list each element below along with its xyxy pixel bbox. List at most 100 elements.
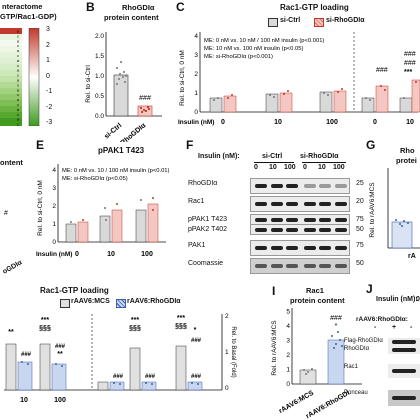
panel-e-ytick: 0 <box>52 239 56 246</box>
panel-b-ytick: 1.5 <box>95 53 104 60</box>
panel-f-lane: 100 <box>333 164 345 171</box>
blot-band <box>270 184 283 188</box>
panel-h-star-ann: *** <box>177 315 185 322</box>
panel-j-letter: J <box>366 282 373 296</box>
blot-band <box>270 246 283 250</box>
panel-f-mw: 50 <box>356 260 364 267</box>
panel-f-lane: 0 <box>254 164 258 171</box>
blot-band <box>319 202 331 206</box>
panel-j-raav-label: rAAV6:RhoGDIα: <box>356 316 408 323</box>
legend-swatch-si <box>314 18 324 27</box>
blot-band <box>270 202 283 206</box>
panel-c-ytick: 3 <box>194 52 198 59</box>
blot-band <box>286 227 298 232</box>
blot-band <box>286 264 298 268</box>
panel-j-lanes: - + - <box>356 324 420 334</box>
panel-i-title-1: Rac1 <box>306 286 324 295</box>
panel-c-ytick: 4 <box>194 33 198 40</box>
panel-h-star-ann: §§§ <box>175 323 187 330</box>
panel-j-lane: + <box>392 324 397 331</box>
panel-b-ytick: 2.0 <box>95 33 104 40</box>
panel-c-ytick: 1 <box>194 90 198 97</box>
panel-c-xtick: 10 <box>274 119 282 126</box>
panel-h-star-ann: §§§ <box>129 325 141 332</box>
panel-a-row-label: c <box>17 63 19 68</box>
blot-band <box>334 202 347 206</box>
panel-e-xtick: 10 <box>107 251 115 258</box>
panel-a-row-label: a <box>17 97 20 102</box>
panel-b-chart: Rel. to si-Ctrl 0.0 0.5 1.0 1.5 2.0 ### si-C… <box>85 32 162 142</box>
blot-band <box>286 246 298 250</box>
panel-a-row-label: a <box>17 48 20 53</box>
panel-a-row-label: a <box>17 58 20 63</box>
blot-band <box>286 184 298 188</box>
panel-e-ytick: 4 <box>52 167 56 174</box>
panel-c-ann4: *** <box>404 69 412 76</box>
colorbar-tick: -1 <box>46 88 53 95</box>
panel-c-letter: C <box>176 0 185 14</box>
panel-b-stars: ### <box>139 95 151 102</box>
panel-j-row-label: Flag-RhoGDIα <box>344 338 383 344</box>
blot-band <box>319 217 331 222</box>
panel-a-title-1: nteractome <box>2 2 43 11</box>
panel-j-blot-strip <box>388 364 420 378</box>
legend-label-si: si-RhoGDIα <box>326 17 365 24</box>
panel-h-chart: *****§§§*****§§§***§§§*######### ### #####… <box>4 313 236 404</box>
panel-g-title-2: protei <box>396 156 417 165</box>
panel-e-xtick: 100 <box>141 251 153 258</box>
panel-h-xtick: 10 <box>20 397 28 404</box>
panel-g-chart: Rel. to rAAV6:MCS rA <box>369 168 420 260</box>
panel-c-xaxis: Insulin (nM) <box>178 119 214 126</box>
panel-f-blot-strip <box>250 178 350 194</box>
panel-c-ylabel: Rel. to si-Ctrl, 0 nM <box>179 50 186 106</box>
panel-e-ylabel: Rel. to si-Ctrl, 0 nM <box>37 180 44 236</box>
panel-b-xtick-ctrl: si-Ctrl <box>103 122 123 140</box>
panel-j-row-label: Rac1 <box>344 364 359 370</box>
blot-band <box>334 217 347 222</box>
panel-e-me1: ME: 0 nM vs. 10 / 100 nM insulin (p<0.01… <box>62 168 170 174</box>
blot-band <box>303 246 316 250</box>
panel-a-row-label: a <box>17 38 20 43</box>
blot-band <box>255 202 267 206</box>
panel-j-row-label: RhoGDIα <box>344 346 370 352</box>
panel-c-xtick: 100 <box>326 119 338 126</box>
panel-d-marker: # <box>4 210 8 217</box>
panel-g-ylabel: Rel. to rAAV6:MCS <box>369 182 376 238</box>
panel-c-ytick: 0 <box>194 109 198 116</box>
panel-b-ylabel: Rel. to si-Ctrl <box>85 65 92 103</box>
panel-g-tick: rA <box>408 253 416 260</box>
blot-band <box>334 264 347 268</box>
panel-f-lane: 100 <box>284 164 296 171</box>
panel-f-row-label: pPAK2 T402 <box>188 226 228 233</box>
panel-f-mw: 20 <box>356 198 364 205</box>
panel-c-ann3: ### <box>404 60 416 67</box>
blot-band <box>392 369 416 373</box>
panel-h-legend: rAAV6:MCS rAAV6:RhoGDIα <box>60 298 210 308</box>
panel-h-right-axis-label: Rel. to Basal (Fold) <box>230 326 236 377</box>
panel-e-chart: Rel. to si-Ctrl, 0 nM 0 1 2 3 4 ME: 0 nM vs.… <box>36 164 170 258</box>
panel-f-row-label: pPAK1 T423 <box>188 216 228 223</box>
panel-g-letter: G <box>366 138 376 152</box>
panel-h-hash-ann: ### <box>145 374 156 380</box>
panel-e-title: pPAK1 T423 <box>98 146 145 155</box>
blot-band <box>334 246 347 250</box>
panel-h-hash-ann: ### <box>191 338 202 344</box>
panel-a-title-2: GTP/Rac1-GDP) <box>0 12 57 21</box>
colorbar-tick: 3 <box>46 26 50 33</box>
panel-f-row-label: PAK1 <box>188 242 206 249</box>
blot-band <box>319 184 331 188</box>
blot-band <box>255 217 267 222</box>
blot-band <box>334 184 347 188</box>
panel-b-title-1: RhoGDIα <box>122 3 155 12</box>
panel-d-title: ontent <box>0 158 23 167</box>
panel-f-mw: 75 <box>356 216 364 223</box>
panel-e-me2: ME: si-RhoGDIα (p<0.05) <box>62 176 128 182</box>
panel-a-row-label: a <box>17 87 20 92</box>
panel-f-lane: 10 <box>269 164 277 171</box>
panel-i-ytick: 1 <box>286 367 290 374</box>
panel-a-row-label: c <box>17 92 19 97</box>
blot-band <box>303 264 316 268</box>
panel-i-letter: I <box>272 284 276 298</box>
